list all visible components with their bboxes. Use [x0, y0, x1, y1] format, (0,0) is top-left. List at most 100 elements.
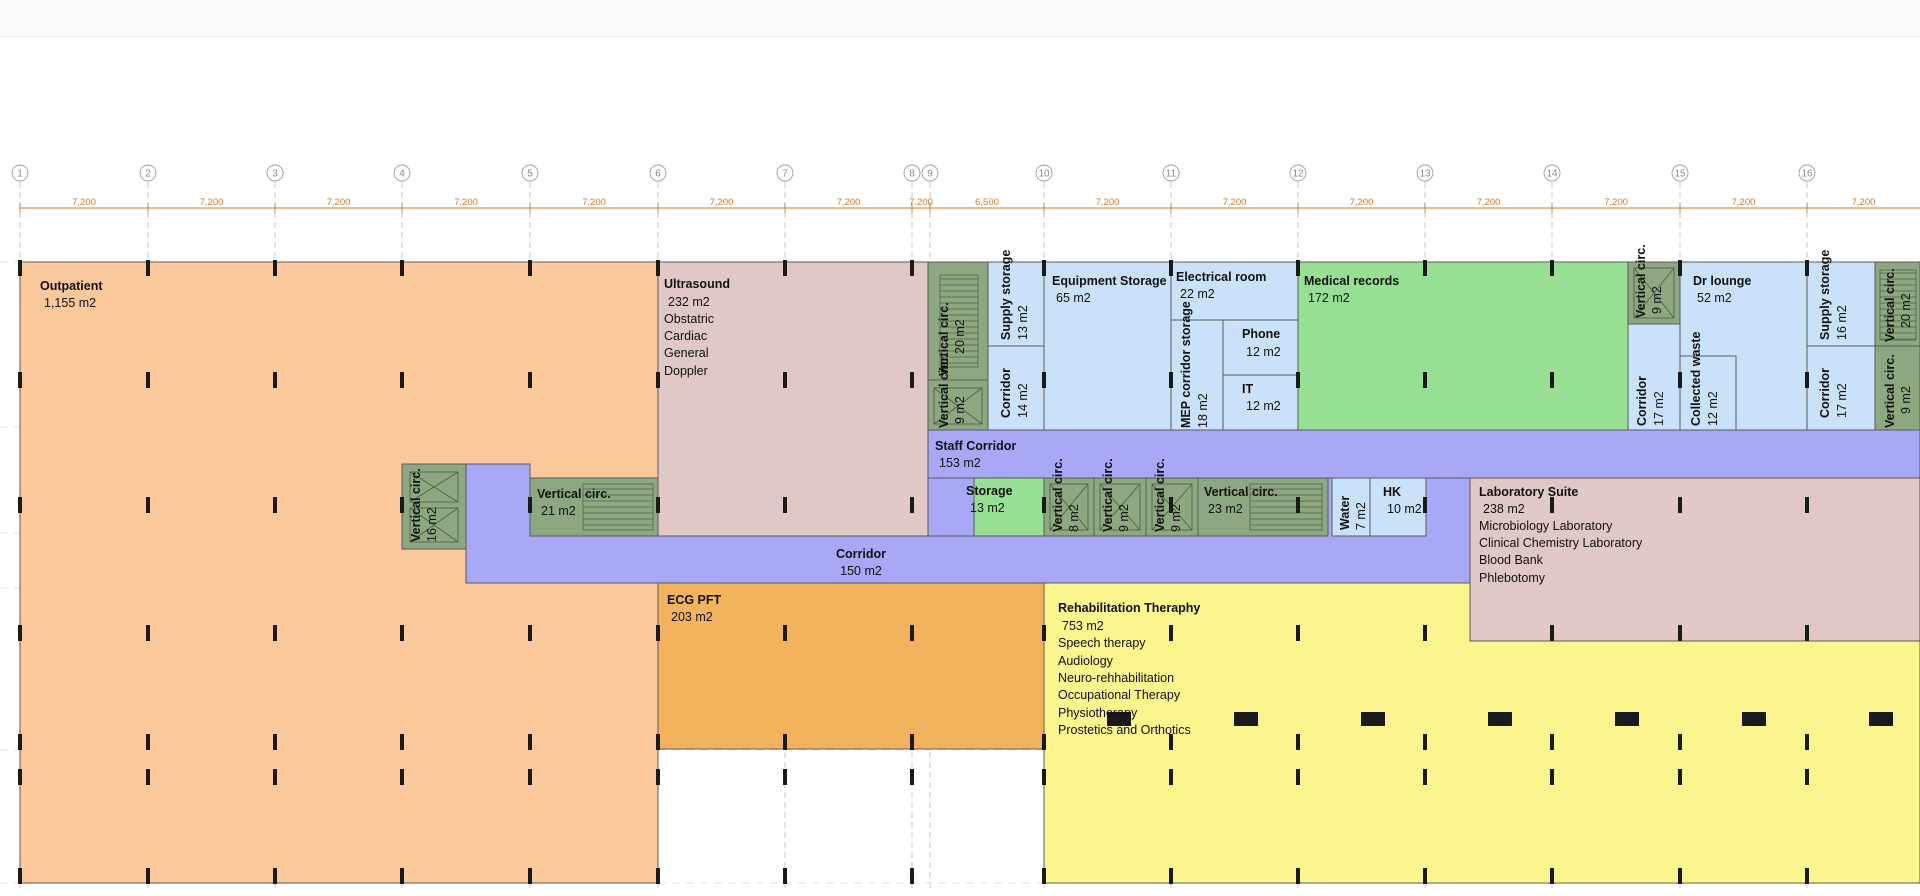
room-corridor-a[interactable]: [987, 345, 1045, 431]
label-rehab-line: Occupational Therapy: [1058, 688, 1181, 702]
dimension-label: 7,200: [1096, 197, 1120, 208]
column: [1169, 734, 1173, 750]
label-vc-top-a-name: Vertical circ.: [937, 302, 951, 376]
column: [656, 372, 660, 388]
room-vc-left-a[interactable]: [401, 463, 467, 550]
room-equipment-storage[interactable]: [1043, 261, 1172, 431]
label-electrical-room-area: 22 m2: [1180, 287, 1215, 301]
room-hk[interactable]: [1369, 477, 1427, 537]
column: [273, 625, 277, 641]
grid-label: 12: [1292, 169, 1304, 180]
dimension-label: 7,200: [1477, 197, 1501, 208]
column: [18, 625, 22, 641]
room-electrical-room[interactable]: [1170, 261, 1299, 321]
column: [1296, 372, 1300, 388]
column: [910, 769, 914, 785]
label-vc-top-d-area: 20 m2: [1899, 293, 1913, 328]
label-storage-name: Storage: [966, 484, 1013, 498]
column: [1042, 625, 1046, 641]
label-it-name: IT: [1242, 382, 1253, 396]
column: [1550, 372, 1554, 388]
label-rehab-line: Neuro-rehhabilitation: [1058, 671, 1174, 685]
column: [146, 868, 150, 884]
label-vc-top-e-name: Vertical circ.: [1883, 354, 1897, 428]
dimension-label: 7,200: [1732, 197, 1756, 208]
dimension-label: 7,200: [710, 197, 734, 208]
column: [273, 497, 277, 513]
column: [18, 497, 22, 513]
label-supply-storage-a-area: 13 m2: [1016, 305, 1030, 340]
grid-bubble: [393, 164, 411, 182]
grid-label: 10: [1038, 169, 1050, 180]
room-laboratory[interactable]: [1469, 477, 1920, 642]
label-corridor-b-name: Corridor: [1635, 376, 1649, 426]
label-ultrasound-area: 232 m2: [668, 295, 710, 309]
column: [1678, 497, 1682, 513]
label-corridor-c-name: Corridor: [1818, 368, 1832, 418]
column: [910, 734, 914, 750]
label-vc-left-a-area: 16 m2: [425, 507, 439, 542]
room-vc-top-e[interactable]: [1874, 345, 1920, 431]
equipment-block: [1615, 712, 1639, 726]
equipment-block: [1742, 712, 1766, 726]
room-medical-records[interactable]: [1297, 261, 1629, 431]
label-storage-area: 13 m2: [970, 501, 1005, 515]
label-rehab-name: Rehabilitation Theraphy: [1058, 601, 1200, 615]
label-vc-left-a-name: Vertical circ.: [409, 468, 423, 542]
column: [1678, 625, 1682, 641]
label-medical-records-area: 172 m2: [1308, 291, 1350, 305]
room-ecg-pft[interactable]: [657, 582, 1045, 750]
label-corridor-a-area: 14 m2: [1016, 383, 1030, 418]
column: [273, 372, 277, 388]
column: [18, 372, 22, 388]
column: [400, 260, 404, 276]
column: [1805, 868, 1809, 884]
column: [400, 372, 404, 388]
column: [400, 734, 404, 750]
label-vc-left-b-name: Vertical circ.: [537, 487, 611, 501]
label-ultrasound-line: Doppler: [664, 364, 708, 378]
room-staff-corridor[interactable]: [927, 429, 1920, 479]
column: [528, 372, 532, 388]
label-corridor-b-area: 17 m2: [1652, 391, 1666, 426]
room-corridor-b[interactable]: [1627, 323, 1681, 431]
column: [783, 734, 787, 750]
label-corridor-main-area: 150 m2: [840, 564, 882, 578]
room-water[interactable]: [1331, 477, 1371, 537]
column: [1423, 625, 1427, 641]
label-phone-name: Phone: [1242, 327, 1280, 341]
column: [1805, 497, 1809, 513]
stair-details: [582, 269, 1917, 531]
column: [1296, 769, 1300, 785]
label-vc-top-e-area: 9 m2: [1899, 386, 1913, 414]
grid-bubble: [1543, 164, 1561, 182]
room-ultrasound[interactable]: [657, 261, 929, 537]
label-supply-storage-b-name: Supply storage: [1818, 250, 1832, 340]
room-collected-waste[interactable]: [1679, 355, 1737, 431]
column: [1296, 497, 1300, 513]
room-mep-storage[interactable]: [1170, 319, 1224, 431]
column: [1678, 372, 1682, 388]
column: [146, 497, 150, 513]
label-medical-records-name: Medical records: [1304, 274, 1399, 288]
room-storage[interactable]: [973, 477, 1045, 537]
column: [273, 734, 277, 750]
lift-details: [409, 267, 1675, 543]
dimension-label: 7,200: [837, 197, 861, 208]
label-vc-top-b-name: Vertical circ.: [937, 354, 951, 428]
label-ecg-pft-name: ECG PFT: [667, 593, 722, 607]
room-it[interactable]: [1222, 374, 1299, 431]
label-vc-top-c-name: Vertical circ.: [1634, 244, 1648, 318]
label-phone-area: 12 m2: [1246, 345, 1281, 359]
label-vc-mid-b-area: 9 m2: [1117, 504, 1131, 532]
room-phone[interactable]: [1222, 319, 1299, 376]
grid-bubble: [521, 164, 539, 182]
dimension-label: 7,200: [1350, 197, 1374, 208]
label-rehab-line: Speech therapy: [1058, 636, 1146, 650]
column: [1042, 868, 1046, 884]
room-supply-storage-a[interactable]: [987, 261, 1045, 347]
label-ecg-pft-area: 203 m2: [671, 610, 713, 624]
column: [1550, 260, 1554, 276]
column: [910, 372, 914, 388]
